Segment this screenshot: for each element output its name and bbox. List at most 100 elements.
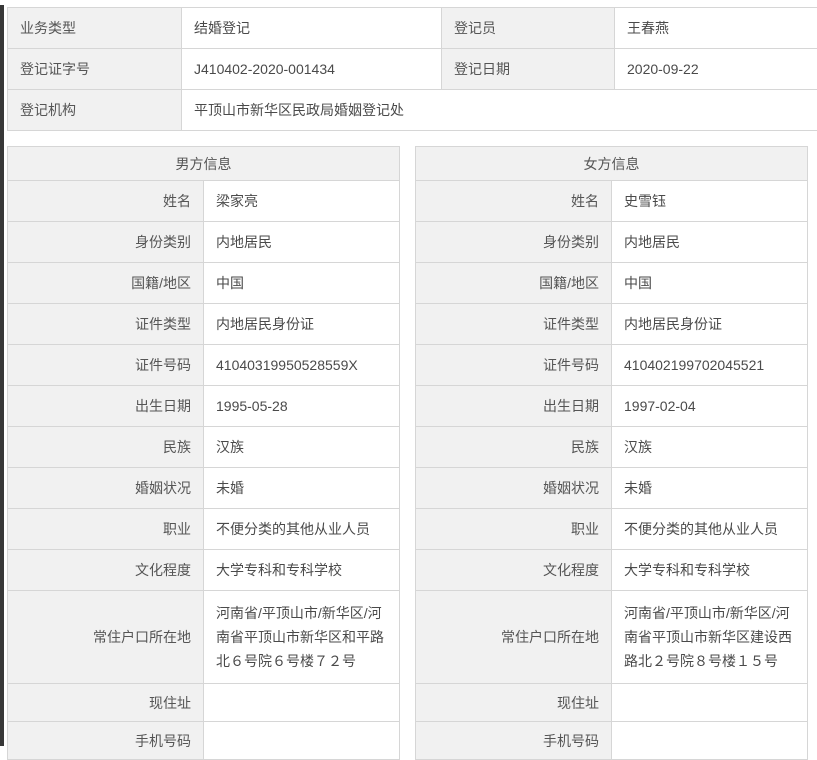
- table-row: 出生日期 1995-05-28: [8, 386, 400, 427]
- field-value-mobile-number: [612, 722, 808, 760]
- field-label-nationality: 国籍/地区: [8, 263, 204, 304]
- field-label-business-type: 业务类型: [8, 8, 182, 49]
- field-label-identity-category: 身份类别: [416, 222, 612, 263]
- field-value-birth-date: 1995-05-28: [204, 386, 400, 427]
- field-value-mobile-number: [204, 722, 400, 760]
- table-row: 国籍/地区 中国: [8, 263, 400, 304]
- field-label-nationality: 国籍/地区: [416, 263, 612, 304]
- table-row: 婚姻状况 未婚: [416, 468, 808, 509]
- field-label-name: 姓名: [416, 181, 612, 222]
- field-label-identity-category: 身份类别: [8, 222, 204, 263]
- table-row: 常住户口所在地 河南省/平顶山市/新华区/河南省平顶山市新华区建设西路北２号院８…: [416, 591, 808, 684]
- male-info-table: 男方信息 姓名 梁家亮 身份类别 内地居民 国籍/地区 中国 证件类型 内地居民…: [7, 146, 400, 760]
- field-label-ethnicity: 民族: [8, 427, 204, 468]
- field-label-registration-agency: 登记机构: [8, 90, 182, 131]
- table-row: 出生日期 1997-02-04: [416, 386, 808, 427]
- field-value-name: 史雪钰: [612, 181, 808, 222]
- table-row: 手机号码: [416, 722, 808, 760]
- table-row: 证件类型 内地居民身份证: [8, 304, 400, 345]
- table-row: 登记证字号 J410402-2020-001434 登记日期 2020-09-2…: [8, 49, 817, 90]
- field-label-mobile-number: 手机号码: [8, 722, 204, 760]
- table-row: 身份类别 内地居民: [8, 222, 400, 263]
- field-label-id-number: 证件号码: [416, 345, 612, 386]
- field-value-business-type: 结婚登记: [182, 8, 442, 49]
- field-label-mobile-number: 手机号码: [416, 722, 612, 760]
- field-value-education: 大学专科和专科学校: [204, 550, 400, 591]
- field-label-occupation: 职业: [8, 509, 204, 550]
- table-row: 民族 汉族: [8, 427, 400, 468]
- field-label-current-address: 现住址: [8, 684, 204, 722]
- table-row: 证件号码 41040319950528559X: [8, 345, 400, 386]
- field-label-education: 文化程度: [8, 550, 204, 591]
- field-label-id-number: 证件号码: [8, 345, 204, 386]
- field-value-name: 梁家亮: [204, 181, 400, 222]
- field-value-current-address: [204, 684, 400, 722]
- field-value-certificate-number: J410402-2020-001434: [182, 49, 442, 90]
- field-label-name: 姓名: [8, 181, 204, 222]
- field-value-occupation: 不便分类的其他从业人员: [612, 509, 808, 550]
- field-value-ethnicity: 汉族: [204, 427, 400, 468]
- table-row: 文化程度 大学专科和专科学校: [8, 550, 400, 591]
- field-label-education: 文化程度: [416, 550, 612, 591]
- field-label-household-address: 常住户口所在地: [8, 591, 204, 684]
- field-label-household-address: 常住户口所在地: [416, 591, 612, 684]
- field-label-marital-status: 婚姻状况: [8, 468, 204, 509]
- field-label-ethnicity: 民族: [416, 427, 612, 468]
- table-row: 婚姻状况 未婚: [8, 468, 400, 509]
- field-value-id-type: 内地居民身份证: [204, 304, 400, 345]
- field-value-occupation: 不便分类的其他从业人员: [204, 509, 400, 550]
- field-value-marital-status: 未婚: [612, 468, 808, 509]
- field-value-nationality: 中国: [204, 263, 400, 304]
- female-info-table: 女方信息 姓名 史雪钰 身份类别 内地居民 国籍/地区 中国 证件类型 内地居民…: [415, 146, 808, 760]
- registration-summary-table: 业务类型 结婚登记 登记员 王春燕 登记证字号 J410402-2020-001…: [7, 7, 817, 131]
- field-value-current-address: [612, 684, 808, 722]
- field-label-current-address: 现住址: [416, 684, 612, 722]
- table-row: 职业 不便分类的其他从业人员: [416, 509, 808, 550]
- table-row: 国籍/地区 中国: [416, 263, 808, 304]
- marriage-registration-record: 业务类型 结婚登记 登记员 王春燕 登记证字号 J410402-2020-001…: [7, 7, 808, 760]
- field-value-household-address: 河南省/平顶山市/新华区/河南省平顶山市新华区和平路北６号院６号楼７２号: [204, 591, 400, 684]
- table-row: 手机号码: [8, 722, 400, 760]
- table-row: 文化程度 大学专科和专科学校: [416, 550, 808, 591]
- table-row: 登记机构 平顶山市新华区民政局婚姻登记处: [8, 90, 817, 131]
- table-row: 身份类别 内地居民: [416, 222, 808, 263]
- field-value-nationality: 中国: [612, 263, 808, 304]
- table-row: 男方信息: [8, 147, 400, 181]
- left-edge-strip: [0, 5, 4, 746]
- table-row: 证件类型 内地居民身份证: [416, 304, 808, 345]
- field-label-birth-date: 出生日期: [416, 386, 612, 427]
- table-row: 现住址: [8, 684, 400, 722]
- table-row: 常住户口所在地 河南省/平顶山市/新华区/河南省平顶山市新华区和平路北６号院６号…: [8, 591, 400, 684]
- table-row: 女方信息: [416, 147, 808, 181]
- table-row: 姓名 梁家亮: [8, 181, 400, 222]
- male-info-header: 男方信息: [8, 147, 400, 181]
- field-value-education: 大学专科和专科学校: [612, 550, 808, 591]
- field-value-birth-date: 1997-02-04: [612, 386, 808, 427]
- field-label-certificate-number: 登记证字号: [8, 49, 182, 90]
- table-row: 业务类型 结婚登记 登记员 王春燕: [8, 8, 817, 49]
- female-info-header: 女方信息: [416, 147, 808, 181]
- field-value-id-number: 410402199702045521: [612, 345, 808, 386]
- field-label-birth-date: 出生日期: [8, 386, 204, 427]
- table-row: 民族 汉族: [416, 427, 808, 468]
- table-row: 职业 不便分类的其他从业人员: [8, 509, 400, 550]
- field-value-id-type: 内地居民身份证: [612, 304, 808, 345]
- field-value-registration-agency: 平顶山市新华区民政局婚姻登记处: [182, 90, 817, 131]
- field-value-id-number: 41040319950528559X: [204, 345, 400, 386]
- table-row: 证件号码 410402199702045521: [416, 345, 808, 386]
- field-label-registration-date: 登记日期: [442, 49, 615, 90]
- field-value-marital-status: 未婚: [204, 468, 400, 509]
- field-label-id-type: 证件类型: [416, 304, 612, 345]
- field-label-occupation: 职业: [416, 509, 612, 550]
- field-value-registration-date: 2020-09-22: [615, 49, 817, 90]
- table-row: 现住址: [416, 684, 808, 722]
- field-label-id-type: 证件类型: [8, 304, 204, 345]
- field-value-identity-category: 内地居民: [204, 222, 400, 263]
- table-row: 姓名 史雪钰: [416, 181, 808, 222]
- field-value-identity-category: 内地居民: [612, 222, 808, 263]
- field-value-ethnicity: 汉族: [612, 427, 808, 468]
- field-value-household-address: 河南省/平顶山市/新华区/河南省平顶山市新华区建设西路北２号院８号楼１５号: [612, 591, 808, 684]
- field-label-registrar: 登记员: [442, 8, 615, 49]
- field-label-marital-status: 婚姻状况: [416, 468, 612, 509]
- parties-info-section: 男方信息 姓名 梁家亮 身份类别 内地居民 国籍/地区 中国 证件类型 内地居民…: [7, 146, 808, 760]
